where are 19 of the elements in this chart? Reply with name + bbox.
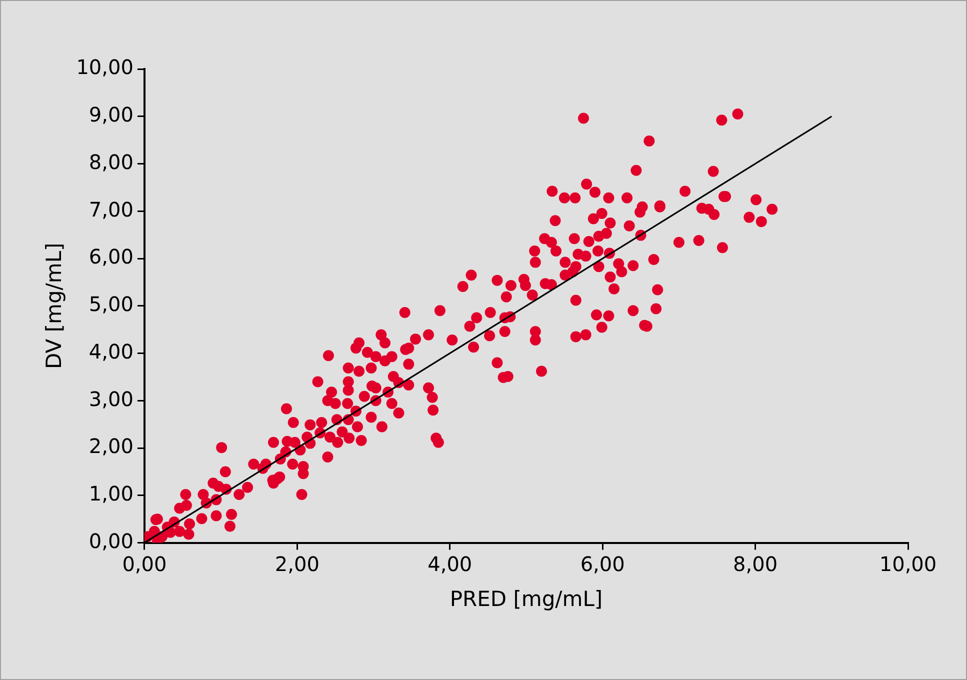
y-axis-title: DV [mg/mL] [42,242,66,370]
y-tick-label: 2,00 [88,434,134,458]
y-tick-label: 6,00 [88,244,134,269]
x-tick-label: 2,00 [274,552,320,576]
y-tick-label: 5,00 [88,292,134,316]
x-tick-label: 6,00 [580,552,625,576]
y-tick-label: 1,00 [88,482,134,506]
y-tick-label: 7,00 [88,197,134,222]
y-tick-label: 3,00 [88,386,134,411]
y-tick-label: 0,00 [88,529,134,554]
x-tick-label: 4,00 [428,552,472,576]
y-tick-label: 8,00 [88,150,134,174]
x-tick-label: 0,00 [122,552,167,576]
y-tick-label: 10,00 [76,55,134,80]
x-tick-label: 8,00 [733,552,778,576]
y-tick-label: 9,00 [88,102,134,127]
y-tick-label: 4,00 [88,339,134,364]
x-axis-title: PRED [mg/mL] [450,586,603,611]
x-tick-label: 10,00 [879,552,937,576]
